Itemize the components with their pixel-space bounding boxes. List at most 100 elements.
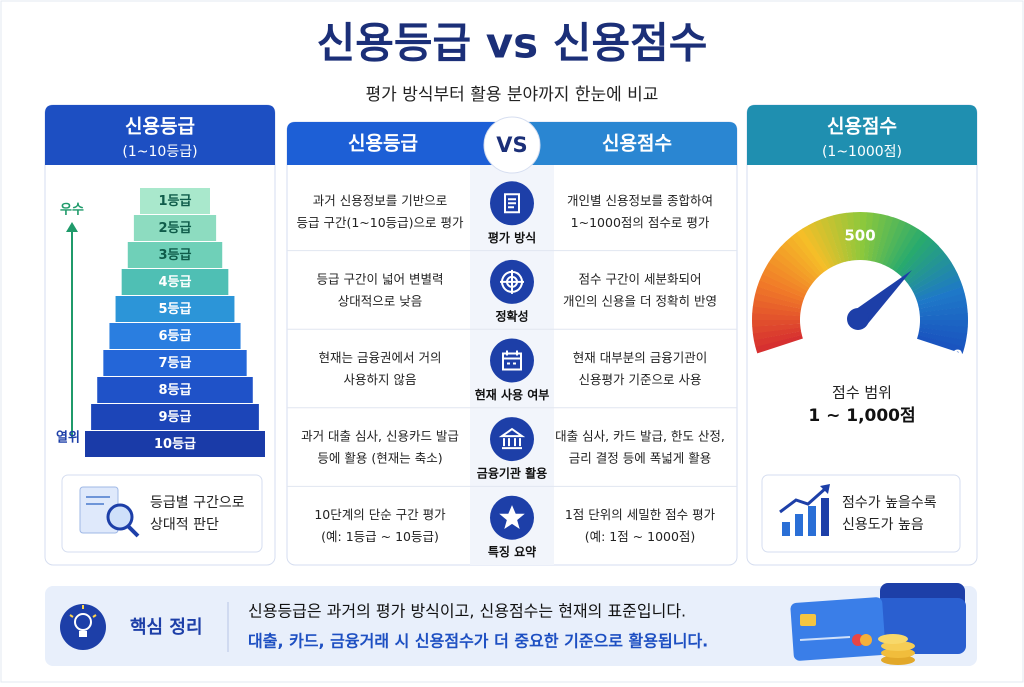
gauge-segment <box>888 225 919 270</box>
grade-step <box>127 242 223 268</box>
grade-pyramid: 1등급 2등급 3등급 4등급 5등급 6등급 7등급 8등급 9등급 10등급 <box>85 188 265 457</box>
gauge-segment <box>918 331 967 348</box>
gauge-segment <box>915 280 963 302</box>
gauge-segment <box>895 232 930 274</box>
gauge-segment <box>752 306 801 317</box>
gauge-segment <box>755 286 803 306</box>
gauge-segment <box>752 323 801 334</box>
gauge-segment <box>860 211 868 261</box>
grade-step <box>133 215 217 241</box>
row-label: 금융기관 활용 <box>477 466 547 481</box>
right-cell-line: 개인의 신용을 더 정확히 반영 <box>563 293 717 308</box>
gauge-segment <box>918 293 967 309</box>
right-cell-line: 1~1000점의 점수로 평가 <box>571 215 710 230</box>
gauge-segment <box>751 312 801 320</box>
gauge-segment <box>871 213 888 262</box>
right-cell-line: 1점 단위의 세밀한 점수 평가 <box>565 507 716 522</box>
grade-step <box>115 296 235 322</box>
gauge-segment <box>814 219 839 266</box>
bulb-icon <box>69 605 97 637</box>
gauge-segment <box>753 331 802 347</box>
right-cell-line: 신용평가 기준으로 사용 <box>579 372 702 387</box>
row-label: 평가 방식 <box>488 230 536 245</box>
gauge-segment <box>919 323 968 334</box>
summary-bar <box>45 586 977 666</box>
note-line: 상대적 판단 <box>150 517 219 533</box>
right-panel-subtitle: (1~1000점) <box>822 144 902 160</box>
vs-text: VS <box>496 133 527 157</box>
gauge-segment <box>912 268 958 295</box>
right-cell-line: 대출 심사, 카드 발급, 한도 산정, <box>555 429 725 444</box>
gauge-segment <box>772 250 814 285</box>
left-cell-line: (예: 1등급 ~ 10등급) <box>321 529 439 544</box>
gauge-segment <box>765 261 810 292</box>
grade-step <box>85 431 265 457</box>
comparison-right-title: 신용점수 <box>602 133 672 155</box>
gauge-segment <box>833 213 849 262</box>
note-line: 신용도가 높음 <box>842 517 924 533</box>
gauge-segment <box>892 228 924 272</box>
vs-badge <box>483 116 541 174</box>
right-cell-line: 개인별 신용정보를 종합하여 <box>567 193 713 208</box>
grade-step <box>91 404 259 430</box>
gauge-segment <box>898 236 935 277</box>
gauge-segment <box>757 279 805 302</box>
comparison-left-header <box>287 122 505 165</box>
gauge-segment <box>802 225 832 270</box>
gauge-segment <box>753 292 802 309</box>
grade-step <box>97 377 253 403</box>
subtitle: 평가 방식부터 활용 분야까지 한눈에 비교 <box>366 85 659 105</box>
left-cell-line: 등급 구간이 넓어 변별력 <box>317 271 444 286</box>
grade-label: 9등급 <box>159 410 192 425</box>
summary-line-2: 대출, 카드, 금융거래 시 신용점수가 더 중요한 기준으로 활용됩니다. <box>248 632 708 651</box>
gauge-segment <box>759 273 806 298</box>
gauge-segment <box>903 246 944 282</box>
grade-label: 7등급 <box>159 356 192 371</box>
right-panel-title: 신용점수 <box>827 116 897 138</box>
row-icon <box>500 269 524 294</box>
gauge-segment <box>917 286 965 306</box>
rank-arrow-head <box>66 222 78 232</box>
grade-label: 5등급 <box>159 302 192 317</box>
gauge-min-label: 1 <box>774 347 784 365</box>
gauge-segment <box>776 245 817 282</box>
left-cell-line: 사용하지 않음 <box>344 372 417 387</box>
gauge-segment <box>786 236 822 277</box>
gauge <box>751 211 969 354</box>
row-icon-badge <box>490 417 534 462</box>
left-cell-line: 10단계의 단순 구간 평가 <box>314 507 446 522</box>
note-line: 점수가 높을수록 <box>842 495 937 511</box>
summary-label: 핵심 정리 <box>130 617 203 638</box>
note-line: 등급별 구간으로 <box>150 495 245 511</box>
comparison-right-header <box>520 122 737 165</box>
grade-label: 1등급 <box>159 194 192 209</box>
row-icon <box>504 193 520 214</box>
gauge-segment <box>751 319 801 327</box>
gauge-segment <box>768 256 812 288</box>
left-cell-line: 등급 구간(1~10등급)으로 평가 <box>296 215 464 230</box>
gauge-segment <box>791 232 825 274</box>
range-caption: 점수 범위 <box>832 384 892 402</box>
gauge-segment <box>914 274 961 299</box>
left-cell-line: 과거 신용정보를 기반으로 <box>313 193 447 208</box>
gauge-segment <box>885 222 913 268</box>
title: 신용등급 vs 신용점수 <box>317 19 708 68</box>
summary-line-1: 신용등급은 과거의 평가 방식이고, 신용점수는 현재의 표준입니다. <box>248 602 686 621</box>
magnifier-icon <box>79 486 140 538</box>
gauge-segment <box>846 212 857 261</box>
gauge-segment <box>919 306 968 317</box>
gauge-segment <box>752 327 802 341</box>
gauge-segment <box>863 212 874 261</box>
gauge-segment <box>755 334 803 354</box>
gauge-mid-label: 500 <box>844 227 875 245</box>
row-icon <box>499 505 525 530</box>
right-panel-header <box>747 105 977 165</box>
left-cell-line: 현재는 금융권에서 거의 <box>319 350 442 365</box>
right-cell-line: (예: 1점 ~ 1000점) <box>585 529 696 544</box>
left-cell-line: 상대적으로 낮음 <box>338 293 422 308</box>
bottom-label: 열위 <box>56 430 80 446</box>
gauge-segment <box>781 241 820 279</box>
row-icon-badge <box>490 338 534 383</box>
gauge-max-label: 1000 <box>921 347 963 365</box>
